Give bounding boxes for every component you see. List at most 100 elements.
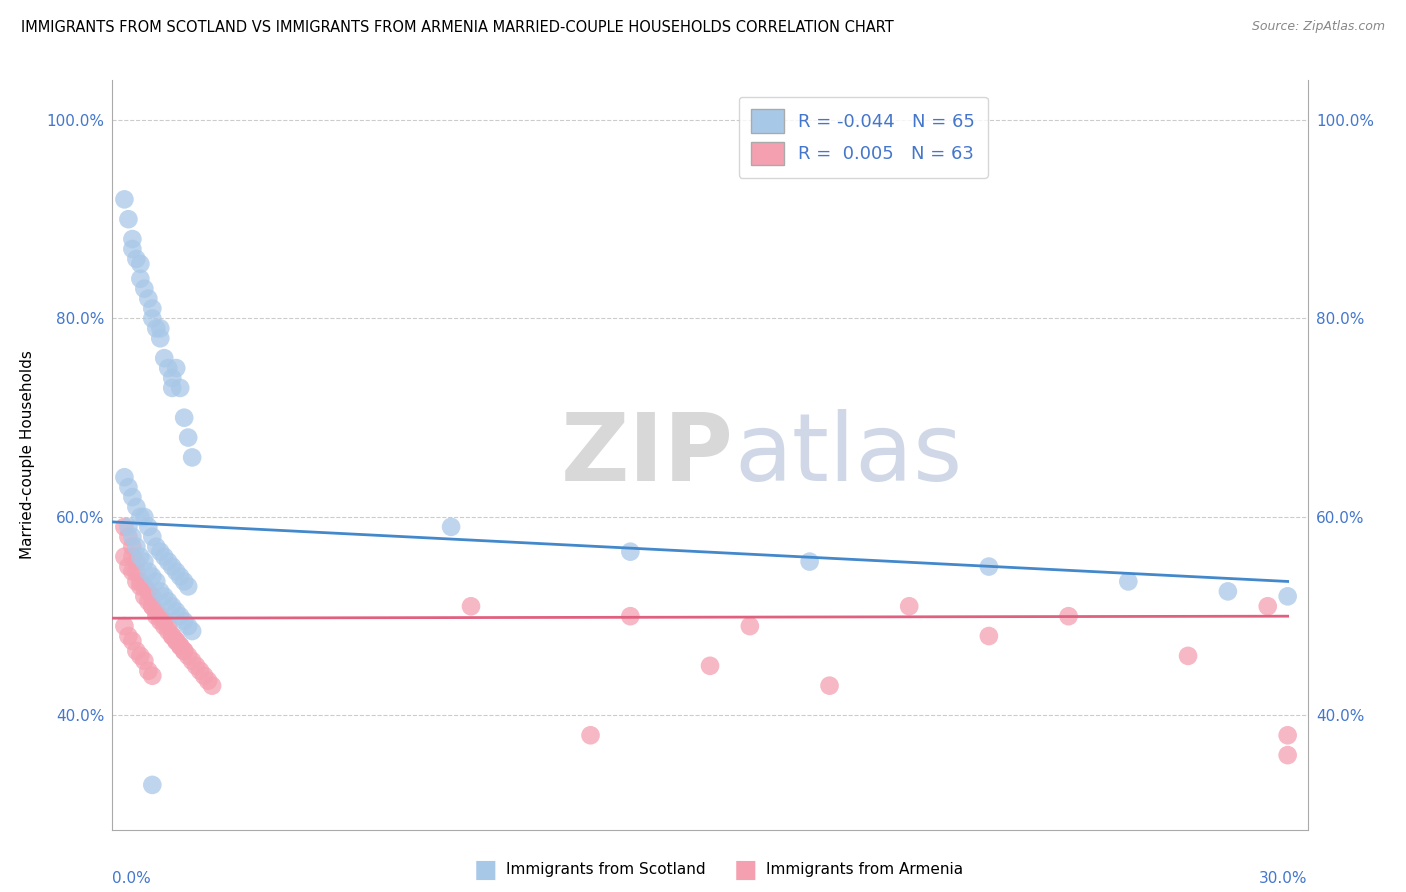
Point (129, 579, 152, 593)
Point (1118, 574, 1140, 589)
Point (117, 212, 139, 227)
Point (898, 599, 921, 614)
Point (149, 331, 172, 345)
Point (619, 544, 641, 558)
Point (799, 555, 821, 569)
Point (141, 669, 163, 683)
Point (134, 590, 156, 604)
Point (193, 669, 215, 683)
Text: Immigrants from Armenia: Immigrants from Armenia (766, 863, 963, 877)
Point (162, 559, 183, 574)
Point (177, 579, 200, 593)
Point (177, 648, 200, 663)
Point (125, 540, 148, 554)
Point (114, 193, 135, 207)
Point (134, 282, 156, 296)
Point (121, 530, 143, 544)
Point (173, 644, 195, 658)
Point (153, 351, 176, 366)
Point (121, 232, 143, 246)
Point (173, 410, 195, 425)
Point (157, 619, 180, 633)
Point (121, 549, 143, 564)
Point (1057, 609, 1080, 624)
Point (125, 565, 148, 579)
Point (177, 431, 200, 445)
Point (141, 590, 163, 604)
Point (129, 648, 152, 663)
Point (129, 574, 152, 589)
Point (165, 634, 187, 648)
Point (177, 619, 200, 633)
Point (117, 559, 139, 574)
Point (117, 629, 139, 643)
Text: ZIP: ZIP (561, 409, 734, 501)
Point (165, 361, 187, 376)
Point (153, 614, 176, 628)
Point (619, 609, 641, 624)
Point (145, 604, 167, 618)
Point (125, 555, 148, 569)
Text: Source: ZipAtlas.com: Source: ZipAtlas.com (1251, 20, 1385, 33)
Point (153, 590, 176, 604)
Point (169, 569, 191, 583)
Point (138, 565, 160, 579)
Point (129, 510, 152, 524)
Point (129, 272, 152, 286)
Point (162, 371, 183, 385)
Point (134, 510, 156, 524)
Point (121, 634, 143, 648)
Text: atlas: atlas (734, 409, 962, 501)
Point (141, 311, 163, 326)
Point (201, 679, 224, 693)
Point (141, 530, 163, 544)
Point (149, 609, 172, 624)
Point (157, 594, 180, 608)
Text: IMMIGRANTS FROM SCOTLAND VS IMMIGRANTS FROM ARMENIA MARRIED-COUPLE HOUSEHOLDS CO: IMMIGRANTS FROM SCOTLAND VS IMMIGRANTS F… (21, 20, 894, 35)
Point (145, 574, 167, 589)
Point (145, 540, 167, 554)
Point (141, 599, 163, 614)
Point (129, 257, 152, 271)
Point (121, 540, 143, 554)
Point (977, 629, 1000, 643)
Point (181, 654, 204, 668)
Point (699, 658, 721, 673)
Point (1177, 648, 1199, 663)
Point (977, 559, 1000, 574)
Point (125, 574, 148, 589)
Text: 30.0%: 30.0% (1260, 871, 1308, 886)
Point (149, 321, 172, 335)
Point (114, 549, 135, 564)
Point (188, 664, 211, 678)
Point (173, 614, 195, 628)
Point (186, 658, 208, 673)
Point (125, 500, 148, 514)
Point (138, 594, 160, 608)
Point (162, 629, 183, 643)
Point (162, 629, 183, 643)
Text: ■: ■ (474, 858, 496, 881)
Point (162, 381, 183, 395)
Point (114, 619, 135, 633)
Point (165, 565, 187, 579)
Point (1277, 590, 1299, 604)
Point (125, 644, 148, 658)
Point (117, 530, 139, 544)
Point (153, 549, 176, 564)
Point (149, 584, 172, 599)
Point (117, 520, 139, 534)
Point (114, 470, 135, 484)
Point (197, 673, 219, 688)
Text: 0.0%: 0.0% (112, 871, 152, 886)
Point (138, 520, 160, 534)
Point (738, 619, 761, 633)
Legend: R = -0.044   N = 65, R =  0.005   N = 63: R = -0.044 N = 65, R = 0.005 N = 63 (738, 97, 988, 178)
Point (1277, 728, 1299, 742)
Point (121, 242, 143, 256)
Point (134, 555, 156, 569)
Point (125, 252, 148, 266)
Point (121, 565, 143, 579)
Point (162, 599, 183, 614)
Point (145, 321, 167, 335)
